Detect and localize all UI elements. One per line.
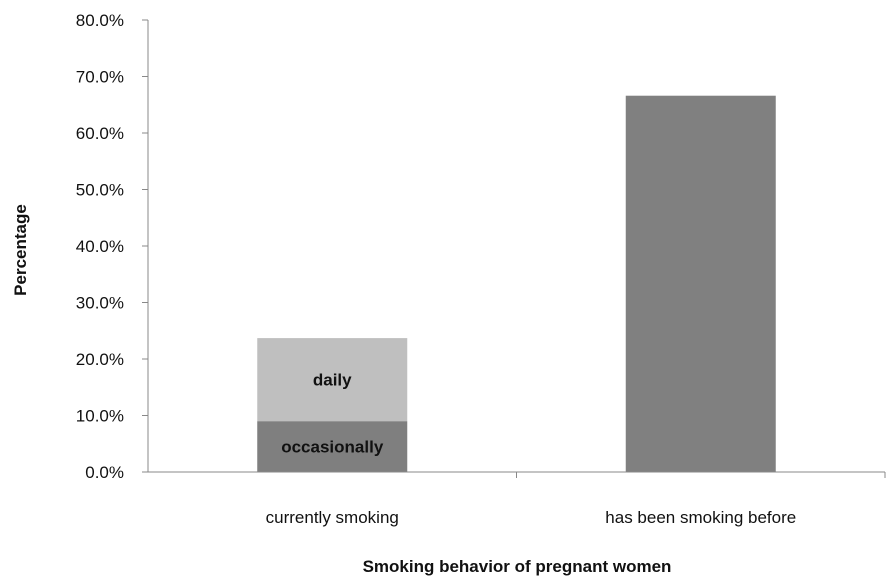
y-tick-label: 60.0% [76, 124, 124, 143]
x-axis-title: Smoking behavior of pregnant women [363, 557, 672, 576]
bar-segment-label: occasionally [281, 438, 384, 457]
x-category-label: has been smoking before [605, 508, 796, 527]
bar-segment [257, 338, 408, 422]
bar-segment [257, 421, 408, 472]
y-tick-label: 70.0% [76, 68, 124, 87]
y-tick-label: 30.0% [76, 294, 124, 313]
bar-segment [625, 95, 776, 473]
y-tick-label: 80.0% [76, 11, 124, 30]
y-tick-label: 20.0% [76, 350, 124, 369]
axes [142, 19, 886, 478]
bars: occasionally daily [257, 95, 776, 473]
y-axis-title: Percentage [11, 204, 30, 296]
y-tick-label: 40.0% [76, 237, 124, 256]
y-tick-label: 50.0% [76, 181, 124, 200]
y-axis-ticks: 0.0% 10.0% 20.0% 30.0% 40.0% 50.0% 60.0% 70.0% 8… [76, 11, 124, 482]
bar-segment-label: daily [313, 371, 352, 390]
category-labels: currently smoking has been smoking before [266, 508, 797, 527]
y-tick-label: 0.0% [85, 463, 124, 482]
x-category-label: currently smoking [266, 508, 399, 527]
y-tick-label: 10.0% [76, 407, 124, 426]
